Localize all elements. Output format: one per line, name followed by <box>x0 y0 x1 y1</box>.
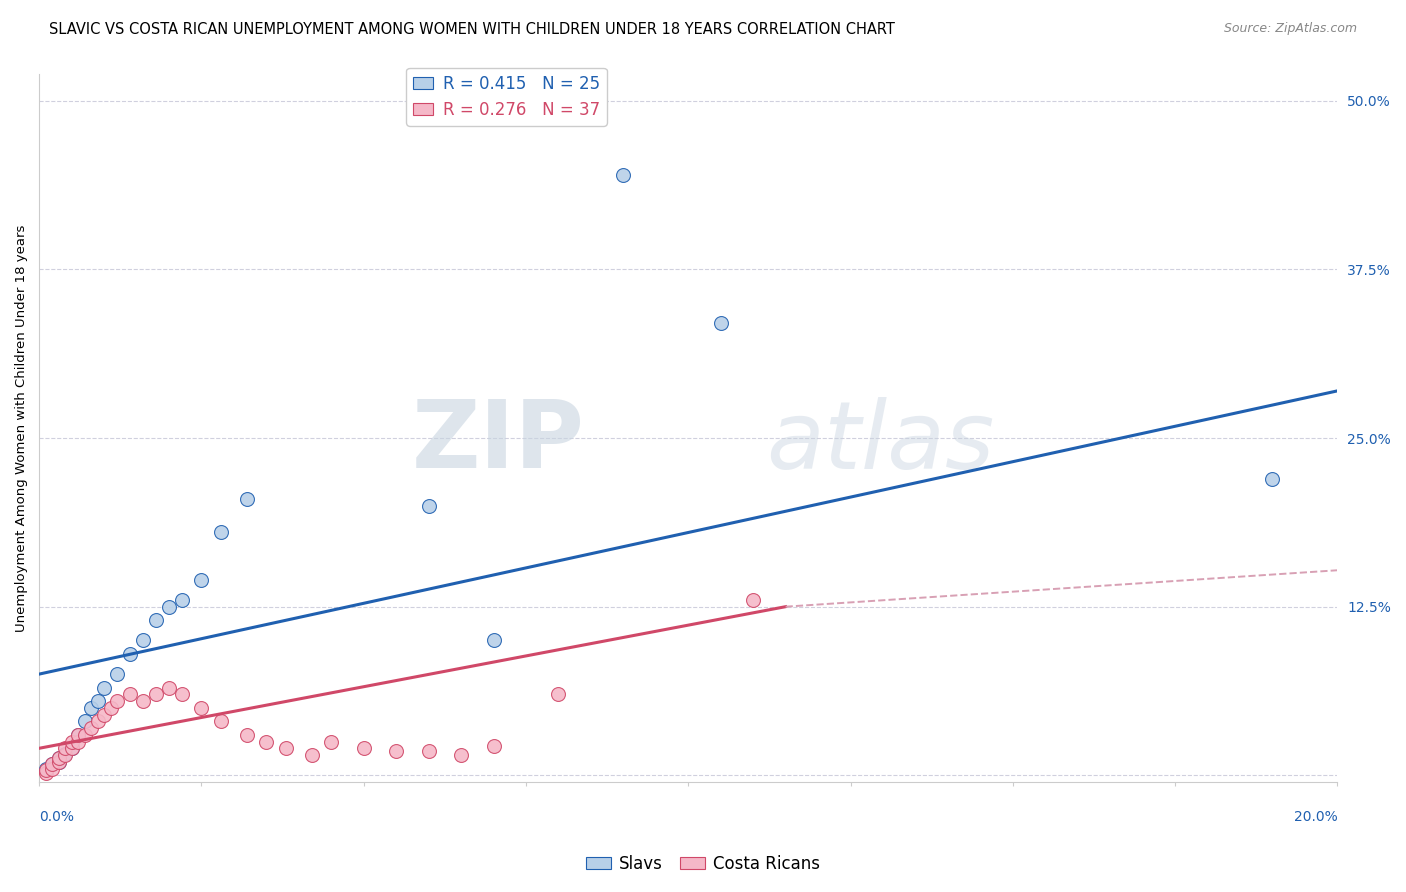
Point <box>190 573 212 587</box>
Point <box>170 593 193 607</box>
Legend: R = 0.415   N = 25, R = 0.276   N = 37: R = 0.415 N = 25, R = 0.276 N = 37 <box>406 68 607 126</box>
Point <box>86 694 108 708</box>
Point <box>236 728 259 742</box>
Point <box>53 741 76 756</box>
Point <box>80 701 103 715</box>
Point <box>209 714 232 729</box>
Point <box>60 741 83 756</box>
Text: 20.0%: 20.0% <box>1294 810 1337 824</box>
Point <box>105 667 128 681</box>
Point <box>34 762 56 776</box>
Point <box>547 687 569 701</box>
Point <box>450 747 472 762</box>
Point <box>385 744 408 758</box>
Point <box>118 687 141 701</box>
Point <box>301 747 323 762</box>
Point <box>353 741 375 756</box>
Text: SLAVIC VS COSTA RICAN UNEMPLOYMENT AMONG WOMEN WITH CHILDREN UNDER 18 YEARS CORR: SLAVIC VS COSTA RICAN UNEMPLOYMENT AMONG… <box>49 22 896 37</box>
Point <box>93 681 115 695</box>
Point <box>236 491 259 506</box>
Point <box>80 721 103 735</box>
Point <box>170 687 193 701</box>
Point <box>157 599 180 614</box>
Point <box>209 525 232 540</box>
Point <box>73 728 96 742</box>
Point <box>418 744 440 758</box>
Point <box>274 741 297 756</box>
Point <box>482 739 505 753</box>
Point <box>132 694 155 708</box>
Point <box>1261 471 1284 485</box>
Point <box>118 647 141 661</box>
Legend: Slavs, Costa Ricans: Slavs, Costa Ricans <box>579 848 827 880</box>
Point <box>48 755 70 769</box>
Point <box>742 593 765 607</box>
Point <box>157 681 180 695</box>
Point <box>145 613 167 627</box>
Text: atlas: atlas <box>766 397 994 488</box>
Point <box>41 762 63 776</box>
Point <box>254 734 277 748</box>
Point <box>48 750 70 764</box>
Point <box>105 694 128 708</box>
Point <box>612 168 634 182</box>
Point <box>132 633 155 648</box>
Point <box>418 499 440 513</box>
Point <box>710 317 733 331</box>
Point <box>48 755 70 769</box>
Y-axis label: Unemployment Among Women with Children Under 18 years: Unemployment Among Women with Children U… <box>15 224 28 632</box>
Text: ZIP: ZIP <box>412 396 585 488</box>
Point <box>100 701 122 715</box>
Point <box>48 750 70 764</box>
Point <box>321 734 343 748</box>
Point <box>53 747 76 762</box>
Point <box>67 734 90 748</box>
Point <box>67 728 90 742</box>
Point <box>93 707 115 722</box>
Text: 0.0%: 0.0% <box>39 810 75 824</box>
Point <box>60 741 83 756</box>
Point <box>34 763 56 777</box>
Point <box>190 701 212 715</box>
Point <box>53 747 76 761</box>
Point <box>41 757 63 772</box>
Point <box>145 687 167 701</box>
Point <box>41 757 63 772</box>
Point <box>86 714 108 729</box>
Point <box>482 633 505 648</box>
Point <box>67 728 90 742</box>
Point <box>34 765 56 780</box>
Text: Source: ZipAtlas.com: Source: ZipAtlas.com <box>1223 22 1357 36</box>
Point <box>60 734 83 748</box>
Point <box>73 714 96 729</box>
